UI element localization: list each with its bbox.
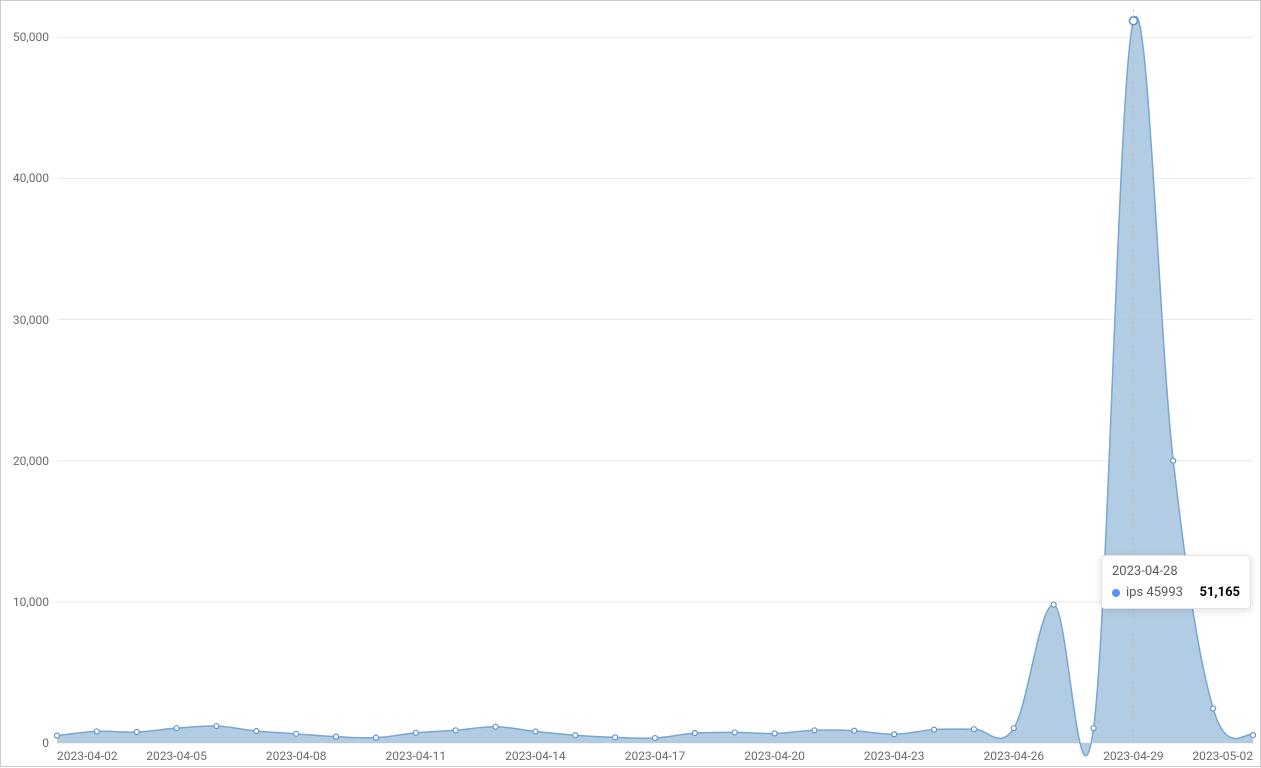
series-marker[interactable] — [1171, 458, 1176, 463]
series-marker[interactable] — [971, 727, 976, 732]
series-marker[interactable] — [214, 724, 219, 729]
series-marker[interactable] — [1011, 726, 1016, 731]
series-marker[interactable] — [932, 727, 937, 732]
x-tick-label: 2023-04-11 — [386, 749, 447, 763]
highlight-marker — [1129, 17, 1137, 25]
series-marker[interactable] — [732, 730, 737, 735]
x-tick-label: 2023-04-26 — [984, 749, 1045, 763]
x-tick-label: 2023-04-20 — [744, 749, 805, 763]
y-tick-label: 10,000 — [13, 595, 49, 609]
series-marker[interactable] — [94, 729, 99, 734]
series-marker[interactable] — [1211, 706, 1216, 711]
series-marker[interactable] — [413, 730, 418, 735]
y-tick-label: 30,000 — [13, 313, 49, 327]
y-tick-label: 40,000 — [13, 171, 49, 185]
series-marker[interactable] — [134, 729, 139, 734]
series-marker[interactable] — [334, 734, 339, 739]
y-tick-label: 20,000 — [13, 454, 49, 468]
series-marker[interactable] — [373, 735, 378, 740]
series-marker[interactable] — [852, 728, 857, 733]
x-tick-label: 2023-04-02 — [57, 749, 118, 763]
x-tick-label: 2023-04-14 — [505, 749, 566, 763]
series-marker[interactable] — [1091, 726, 1096, 731]
y-tick-label: 0 — [42, 736, 49, 750]
series-marker[interactable] — [653, 736, 658, 741]
series-marker[interactable] — [812, 728, 817, 733]
chart-tooltip: 2023-04-28 ips 45993 51,165 — [1101, 555, 1251, 609]
series-marker[interactable] — [1051, 602, 1056, 607]
x-tick-label: 2023-05-02 — [1192, 749, 1253, 763]
x-tick-label: 2023-04-23 — [864, 749, 925, 763]
x-tick-label: 2023-04-17 — [625, 749, 686, 763]
series-marker[interactable] — [772, 731, 777, 736]
tooltip-series-dot-icon — [1112, 589, 1120, 597]
y-tick-label: 50,000 — [13, 30, 49, 44]
series-marker[interactable] — [692, 731, 697, 736]
series-marker[interactable] — [533, 729, 538, 734]
series-marker[interactable] — [453, 728, 458, 733]
series-marker[interactable] — [613, 735, 618, 740]
series-marker[interactable] — [174, 726, 179, 731]
chart-plot-area[interactable] — [1, 1, 1261, 768]
x-tick-label: 2023-04-05 — [146, 749, 207, 763]
series-marker[interactable] — [254, 729, 259, 734]
series-line — [57, 16, 1253, 755]
x-tick-label: 2023-04-08 — [266, 749, 327, 763]
time-series-area-chart: 0 10,000 20,000 30,000 40,000 50,000 2023-04-… — [0, 0, 1261, 767]
series-marker[interactable] — [55, 733, 60, 738]
tooltip-series-value: 51,165 — [1200, 585, 1241, 600]
tooltip-series-row: ips 45993 51,165 — [1112, 585, 1240, 600]
series-marker[interactable] — [1251, 733, 1256, 738]
series-area — [57, 16, 1253, 755]
series-marker[interactable] — [892, 732, 897, 737]
series-marker[interactable] — [573, 733, 578, 738]
tooltip-date: 2023-04-28 — [1112, 564, 1240, 579]
series-marker[interactable] — [493, 724, 498, 729]
x-tick-label: 2023-04-29 — [1103, 749, 1164, 763]
tooltip-series-name: ips 45993 — [1126, 585, 1183, 600]
series-marker[interactable] — [294, 731, 299, 736]
